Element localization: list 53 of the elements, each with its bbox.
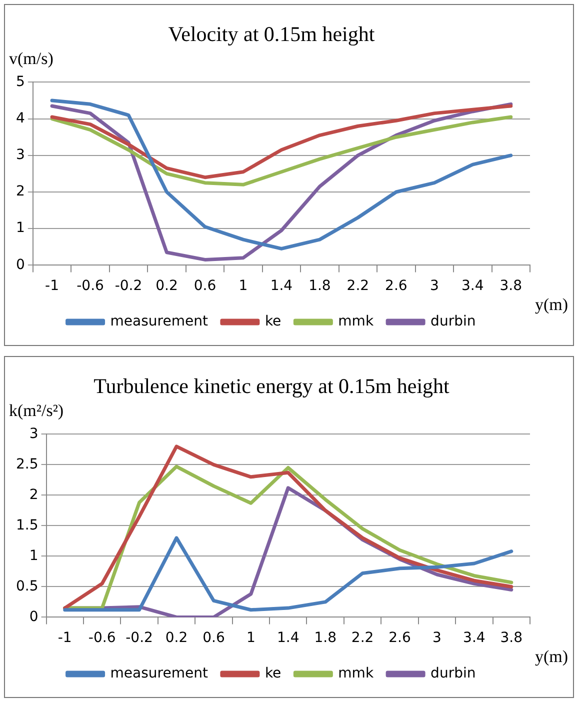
x-tick-label: 1.8 <box>308 278 331 294</box>
x-tick-label: 0.6 <box>194 278 216 294</box>
x-tick-label: 0.2 <box>156 278 178 294</box>
x-tick-label: 2.2 <box>346 278 370 294</box>
y-tick-label: 1 <box>29 548 38 564</box>
legend-label: ke <box>264 666 282 682</box>
y-tick-label: 4 <box>16 110 25 126</box>
x-tick-label: 1 <box>238 278 248 294</box>
x-tick-label: -0.2 <box>126 630 153 646</box>
y-tick-label: 0 <box>16 256 25 273</box>
x-tick-label: -0.2 <box>114 278 142 294</box>
x-tick-label: 3.8 <box>500 278 522 294</box>
x-axis-title: y(m) <box>534 294 568 314</box>
x-tick-label: -0.6 <box>76 278 104 294</box>
x-tick-label: -0.6 <box>88 630 116 646</box>
y-tick-label: 0.5 <box>16 578 38 594</box>
legend-label: measurement <box>110 666 208 682</box>
y-axis-title: v(m/s) <box>9 49 54 68</box>
y-tick-label: 0 <box>29 608 38 625</box>
legend-label: durbin <box>430 314 476 330</box>
y-axis-title: k(m²/s²) <box>9 401 64 420</box>
x-tick-label: 1.8 <box>314 630 336 646</box>
x-tick-label: 1.4 <box>277 630 300 646</box>
x-tick-label: 0.6 <box>202 630 225 646</box>
x-axis-title: y(m) <box>534 646 568 666</box>
y-tick-label: 3 <box>16 147 25 164</box>
legend-label: mmk <box>338 314 374 330</box>
legend-label: mmk <box>338 666 374 682</box>
x-tick-label: 1.4 <box>270 278 293 294</box>
x-tick-label: 3.8 <box>500 630 523 646</box>
x-tick-label: 1 <box>246 630 256 646</box>
y-tick-label: 1.5 <box>16 517 38 534</box>
chart-title: Velocity at 0.15m height <box>168 22 375 46</box>
legend-label: measurement <box>110 314 208 330</box>
x-tick-label: 2.6 <box>385 278 408 294</box>
x-tick-label: 3.4 <box>463 630 486 646</box>
y-tick-label: 5 <box>16 74 25 90</box>
x-tick-label: 2.6 <box>388 630 411 646</box>
x-tick-label: 2.2 <box>351 630 374 646</box>
y-tick-label: 1 <box>16 220 25 236</box>
x-tick-label: 0.2 <box>165 630 188 646</box>
x-tick-label: 3.4 <box>462 278 484 294</box>
y-tick-label: 3 <box>29 426 38 442</box>
x-tick-label: 3 <box>432 630 442 646</box>
x-tick-label: -1 <box>58 630 72 646</box>
x-tick-label: 3 <box>430 278 439 294</box>
chart-title: Turbulence kinetic energy at 0.15m height <box>94 374 450 398</box>
y-tick-label: 2 <box>29 486 38 503</box>
y-tick-label: 2.5 <box>16 456 38 472</box>
x-tick-label: -1 <box>45 278 60 294</box>
y-tick-label: 2 <box>16 184 25 200</box>
legend-label: ke <box>264 314 282 330</box>
legend-label: durbin <box>430 666 476 682</box>
